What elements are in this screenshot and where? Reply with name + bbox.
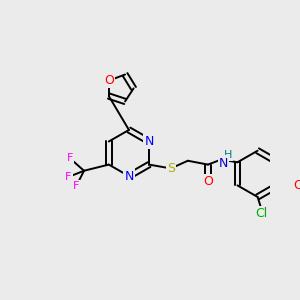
- Text: S: S: [167, 162, 175, 175]
- Text: H: H: [224, 150, 232, 160]
- Text: Cl: Cl: [255, 207, 268, 220]
- Text: O: O: [203, 175, 213, 188]
- Text: N: N: [144, 135, 154, 148]
- Text: F: F: [65, 172, 72, 182]
- Text: F: F: [73, 181, 80, 191]
- Text: N: N: [219, 157, 228, 169]
- Text: F: F: [67, 153, 73, 164]
- Text: O: O: [104, 74, 114, 87]
- Text: O: O: [293, 179, 300, 192]
- Text: N: N: [124, 169, 134, 183]
